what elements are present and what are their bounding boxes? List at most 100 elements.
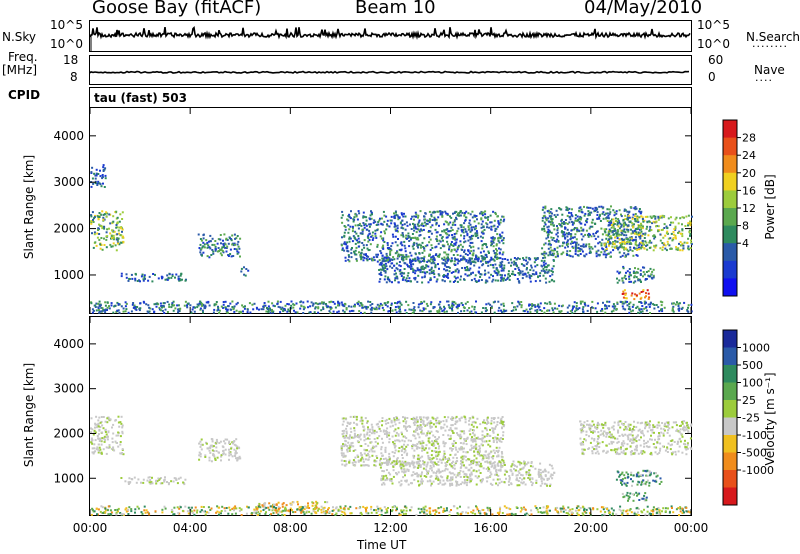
- echo-cell: [357, 455, 360, 458]
- echo-cell: [345, 430, 348, 433]
- echo-cell: [683, 241, 686, 244]
- echo-cell: [561, 235, 564, 238]
- echo-cell: [407, 265, 409, 268]
- echo-cell: [495, 438, 498, 441]
- echo-cell: [653, 304, 656, 306]
- echo-cell: [430, 232, 433, 235]
- echo-cell: [314, 306, 317, 309]
- echo-cell: [560, 253, 563, 256]
- echo-cell: [267, 310, 270, 313]
- echo-cell: [638, 248, 641, 251]
- echo-cell: [220, 242, 222, 245]
- echo-cell: [553, 249, 556, 252]
- echo-cell: [125, 308, 128, 311]
- echo-cell: [516, 278, 519, 280]
- echo-cell: [111, 426, 113, 429]
- echo-cell: [402, 234, 404, 237]
- echo-cell: [438, 422, 441, 425]
- echo-cell: [496, 256, 499, 259]
- echo-cell: [562, 242, 565, 245]
- echo-cell: [256, 307, 258, 310]
- echo-cell: [347, 254, 350, 257]
- echo-cell: [664, 247, 667, 250]
- echo-cell: [612, 303, 615, 306]
- echo-cell: [518, 461, 521, 464]
- echo-cell: [417, 216, 419, 219]
- echo-cell: [498, 440, 501, 443]
- echo-cell: [376, 243, 379, 246]
- echo-cell: [450, 243, 452, 246]
- echo-cell: [389, 265, 392, 268]
- echo-cell: [400, 449, 403, 452]
- echo-cell: [374, 235, 377, 238]
- echo-cell: [363, 452, 366, 455]
- echo-cell: [515, 263, 518, 266]
- echo-cell: [245, 268, 248, 270]
- echo-cell: [435, 440, 438, 443]
- echo-cell: [437, 453, 440, 456]
- echo-cell: [486, 216, 489, 219]
- echo-cell: [479, 276, 482, 278]
- echo-region-1: [120, 476, 187, 486]
- echo-cell: [652, 249, 655, 252]
- echo-cell: [93, 231, 96, 234]
- echo-cell: [342, 443, 344, 446]
- echo-cell: [550, 223, 552, 226]
- echo-cell: [97, 433, 100, 436]
- echo-cell: [396, 214, 399, 217]
- echo-cell: [690, 241, 693, 244]
- echo-cell: [660, 304, 663, 307]
- echo-cell: [210, 254, 213, 256]
- echo-cell: [479, 235, 482, 238]
- echo-cell: [146, 479, 149, 482]
- echo-cell: [436, 454, 439, 457]
- echo-cell: [470, 234, 473, 237]
- echo-cell: [565, 232, 568, 235]
- echo-cell: [271, 308, 273, 311]
- echo-cell: [642, 220, 645, 223]
- echo-cell: [444, 269, 447, 272]
- echo-cell: [236, 243, 239, 246]
- echo-cell: [237, 240, 240, 243]
- echo-cell: [575, 227, 578, 230]
- echo-cell: [552, 311, 555, 314]
- echo-cell: [108, 307, 111, 310]
- echo-cell: [279, 311, 282, 314]
- echo-cell: [573, 228, 576, 231]
- echo-cell: [209, 451, 212, 454]
- echo-cell: [477, 475, 480, 478]
- echo-cell: [454, 223, 457, 226]
- echo-cell: [636, 254, 639, 257]
- echo-cell: [460, 226, 463, 229]
- echo-cell: [496, 463, 499, 466]
- echo-cell: [401, 223, 404, 226]
- echo-cell: [383, 461, 386, 464]
- echo-cell: [101, 307, 104, 310]
- echo-region-5: [340, 210, 506, 263]
- echo-cell: [94, 174, 97, 177]
- echo-cell: [468, 219, 471, 222]
- echo-cell: [552, 259, 555, 262]
- echo-cell: [229, 302, 232, 305]
- echo-cell: [454, 264, 457, 266]
- echo-cell: [348, 260, 351, 263]
- echo-cell: [451, 466, 454, 469]
- echo-cell: [98, 303, 101, 306]
- echo-cell: [574, 233, 577, 236]
- echo-cell: [617, 248, 620, 251]
- echo-cell: [356, 239, 358, 242]
- echo-cell: [95, 448, 98, 450]
- echo-cell: [639, 274, 642, 276]
- echo-cell: [209, 247, 212, 250]
- echo-cell: [415, 417, 417, 420]
- echo-cell: [612, 242, 615, 245]
- echo-cell: [642, 289, 645, 292]
- echo-cell: [342, 452, 345, 455]
- echo-cell: [211, 445, 214, 448]
- echo-cell: [485, 254, 488, 257]
- echo-cell: [395, 460, 398, 463]
- echo-cell: [354, 249, 357, 252]
- echo-cell: [568, 221, 571, 224]
- echo-cell: [678, 242, 680, 245]
- echo-cell: [492, 449, 495, 452]
